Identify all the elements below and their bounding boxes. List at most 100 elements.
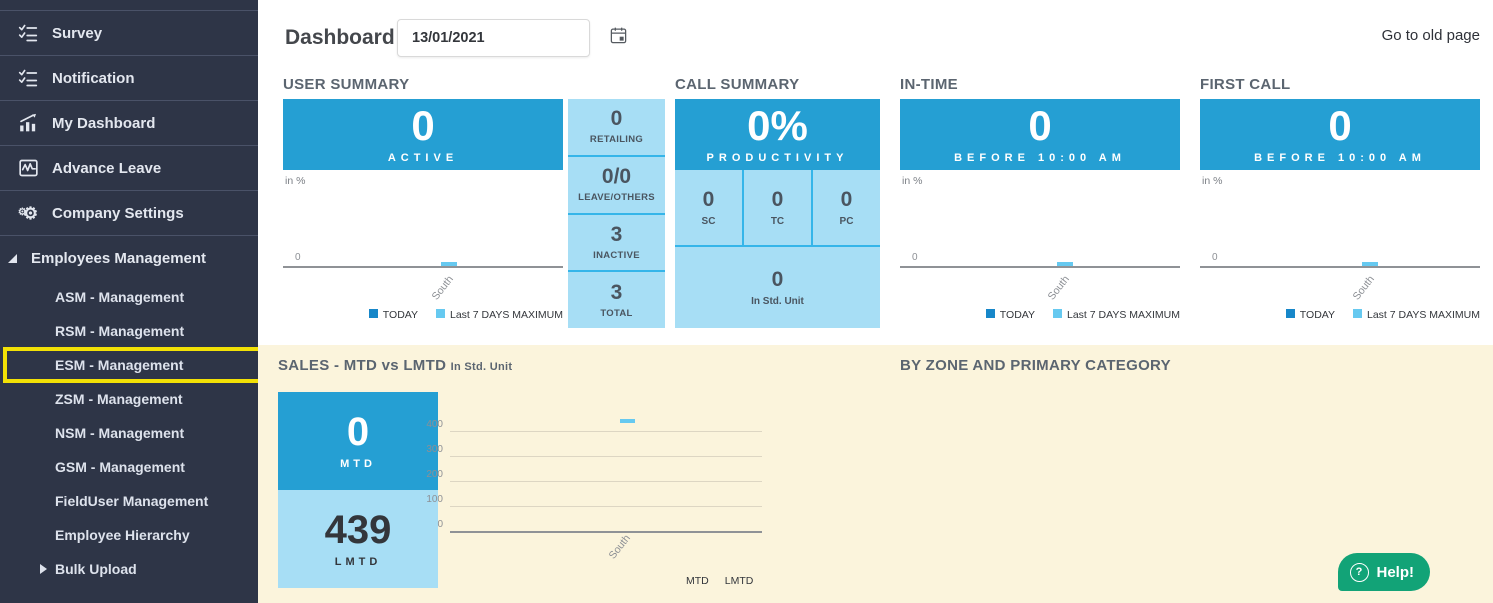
sidebar-item-label: Advance Leave [52,159,162,177]
first-call-label: BEFORE 10:00 AM [1254,152,1426,164]
go-to-old-page-link[interactable]: Go to old page [1381,27,1480,44]
calendar-icon[interactable] [609,26,628,50]
my-dashboard-icon [16,112,40,134]
sidebar-subitem-label: GSM - Management [55,459,185,475]
lmtd-label: LMTD [334,556,382,568]
user-summary-card: USER SUMMARY 0 ACTIVE 0 RETAILING 0/0 LE… [283,76,665,331]
max-legend-label: Last 7 DAYS MAXIMUM [1367,309,1480,321]
std-unit-value: 0 [771,267,784,291]
today-legend-label: TODAY [382,309,418,321]
help-button[interactable]: ? Help! [1337,553,1430,591]
category-label: South [429,273,456,303]
lmtd-value-box: 439 LMTD [278,490,438,588]
max-legend-label: Last 7 DAYS MAXIMUM [450,309,563,321]
unit-label: in % [902,175,923,187]
sidebar-subitem-label: ASM - Management [55,289,185,305]
sidebar-subitem-nsm-management[interactable]: NSM - Management [0,416,258,450]
mini-chart-legend: TODAY Last 7 DAYS MAXIMUM [1285,309,1480,321]
first-call-value: 0 [1328,102,1352,149]
sidebar-subitem-bulk-upload[interactable]: Bulk Upload [0,552,258,586]
inactive-label: INACTIVE [593,249,640,261]
active-label: ACTIVE [387,152,459,164]
sidebar-subitem-zsm-management[interactable]: ZSM - Management [0,382,258,416]
sidebar-subitem-employee-hierarchy[interactable]: Employee Hierarchy [0,518,258,552]
retailing-label: RETAILING [589,134,644,146]
mtd-label: MTD [340,458,376,470]
sidebar-subitem-esm-management[interactable]: ESM - Management [0,347,263,383]
page-title: Dashboard [285,26,395,49]
productivity-value: 0% [747,102,808,149]
sc-value: 0 [702,187,715,211]
caret-collapsed-icon [40,564,47,574]
sidebar: Survey Notification My Dashboard Advance… [0,0,263,603]
max-bar [1362,262,1378,266]
lmtd-bar [620,419,635,423]
std-unit-label: In Std. Unit [751,295,804,307]
max-bar [441,262,457,266]
today-legend-label: TODAY [999,309,1035,321]
first-call-card: FIRST CALL 0 BEFORE 10:00 AM in % 0 Sout… [1200,76,1480,331]
sidebar-item-my-dashboard[interactable]: My Dashboard [0,100,258,145]
category-label: South [1350,273,1377,303]
inactive-value: 3 [610,222,623,246]
sidebar-subitem-label: Employee Hierarchy [55,527,190,543]
gridline-400 [450,431,762,432]
sidebar-item-advance-leave[interactable]: Advance Leave [0,145,258,190]
sidebar-item-survey[interactable]: Survey [0,10,258,55]
tc-cell: 0 TC [744,170,813,245]
sidebar-subitem-rsm-management[interactable]: RSM - Management [0,314,258,348]
active-value: 0 [411,102,435,149]
max-legend-swatch [436,309,445,318]
axis-zero-label: 0 [912,252,918,263]
sidebar-item-company-settings[interactable]: ⚙ ⚙ Company Settings [0,190,258,235]
pc-cell: 0 PC [813,170,880,245]
card-title: USER SUMMARY [283,76,410,93]
sidebar-item-notification[interactable]: Notification [0,55,258,100]
productivity-value-box: 0% PRODUCTIVITY [675,99,880,170]
mtd-value: 0 [346,410,370,454]
tc-value: 0 [771,187,784,211]
sidebar-item-employees-management[interactable]: Employees Management [0,235,258,280]
sidebar-subitem-label: ESM - Management [55,357,184,373]
sales-subtitle: In Std. Unit [450,361,513,373]
leave-others-cell: 0/0 LEAVE/OTHERS [568,157,665,215]
sidebar-item-label: My Dashboard [52,114,156,132]
zone-section-title: BY ZONE AND PRIMARY CATEGORY [900,357,1171,374]
mini-chart-axis [283,266,563,268]
today-legend-label: TODAY [1299,309,1335,321]
main-content: Dashboard Go to old page USER SUMMARY 0 … [258,0,1493,603]
pc-label: PC [839,215,854,227]
total-value: 3 [610,280,623,304]
unit-label: in % [1202,175,1223,187]
sidebar-subitem-gsm-management[interactable]: GSM - Management [0,450,258,484]
sales-chart-axis [450,531,762,533]
sidebar-subitem-label: ZSM - Management [55,391,183,407]
mtd-legend-label: MTD [686,575,709,587]
max-legend-label: Last 7 DAYS MAXIMUM [1067,309,1180,321]
sc-label: SC [701,215,716,227]
sidebar-subitem-label: NSM - Management [55,425,185,441]
lmtd-value: 439 [324,508,392,552]
mini-chart-legend: TODAY Last 7 DAYS MAXIMUM [368,309,563,321]
category-label: South [606,532,633,562]
in-time-value-box: 0 BEFORE 10:00 AM [900,99,1180,170]
sales-legend: MTD LMTD [686,575,753,587]
help-question-icon: ? [1349,562,1369,582]
company-settings-icon: ⚙ ⚙ [17,203,39,223]
bottom-section: SALES - MTD vs LMTD In Std. Unit 0 MTD 4… [258,345,1493,603]
sidebar-item-label: Company Settings [52,204,184,222]
date-picker[interactable] [397,19,627,57]
lmtd-legend-label: LMTD [724,575,754,587]
active-value-box: 0 ACTIVE [283,99,563,170]
date-input[interactable] [412,30,609,46]
mini-chart-axis [900,266,1180,268]
sidebar-subitem-fielduser-management[interactable]: FieldUser Management [0,484,258,518]
sidebar-subitem-asm-management[interactable]: ASM - Management [0,280,258,314]
sidebar-item-label: Notification [52,69,135,87]
max-legend-swatch [1053,309,1062,318]
user-summary-side-column: 0 RETAILING 0/0 LEAVE/OTHERS 3 INACTIVE … [568,99,665,328]
card-title: IN-TIME [900,76,958,93]
today-legend-swatch [985,309,995,318]
axis-zero-label: 0 [1212,252,1218,263]
